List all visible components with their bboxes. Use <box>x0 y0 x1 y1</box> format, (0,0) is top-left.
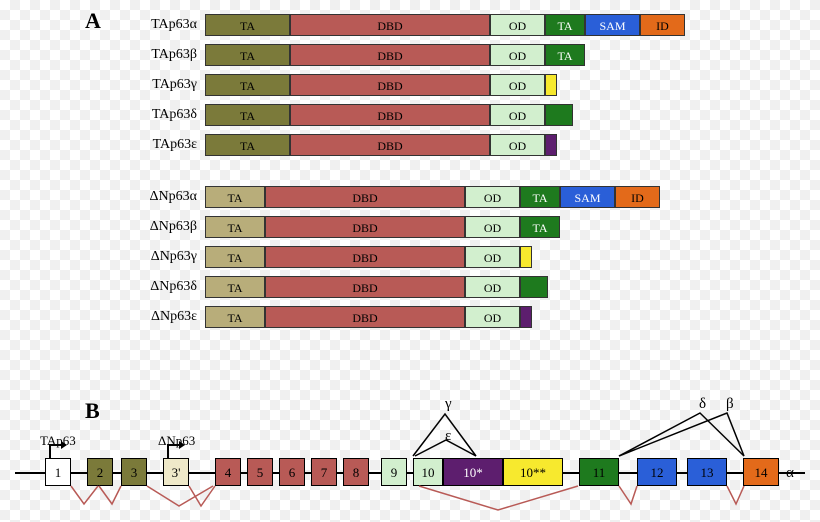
alpha-label: α <box>786 465 794 482</box>
splice-top-svg <box>0 0 820 522</box>
